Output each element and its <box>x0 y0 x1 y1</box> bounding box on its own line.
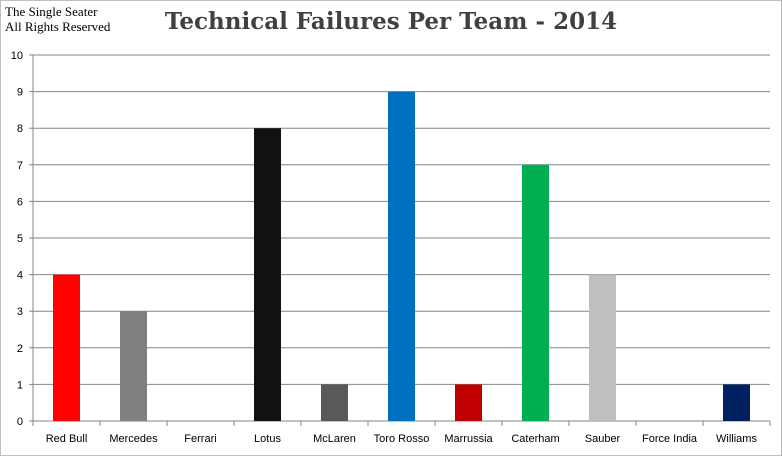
x-tick-label: Caterham <box>511 433 559 445</box>
y-tick-label: 1 <box>17 379 23 391</box>
y-tick-label: 10 <box>11 50 23 62</box>
watermark-line-1: The Single Seater <box>5 4 98 19</box>
y-tick-label: 5 <box>17 233 23 245</box>
x-tick-label: Force India <box>642 433 698 445</box>
x-tick-label: Mercedes <box>109 433 158 445</box>
x-tick-label: Red Bull <box>46 433 88 445</box>
watermark: The Single Seater All Rights Reserved <box>5 4 110 34</box>
x-tick-label: Lotus <box>254 433 281 445</box>
x-tick-label: Marrussia <box>444 433 493 445</box>
x-tick-label: Ferrari <box>184 433 216 445</box>
x-tick-label: Sauber <box>585 433 621 445</box>
bar-mercedes <box>120 311 147 421</box>
y-tick-label: 3 <box>17 306 23 318</box>
chart-title: Technical Failures Per Team - 2014 <box>164 8 618 35</box>
bar-toro-rosso <box>388 91 415 421</box>
watermark-line-2: All Rights Reserved <box>5 19 111 34</box>
bar-caterham <box>522 164 549 422</box>
y-tick-label: 9 <box>17 87 23 99</box>
bar-williams <box>723 384 750 421</box>
x-tick-label: McLaren <box>313 433 356 445</box>
x-tick-label: Williams <box>716 433 757 445</box>
y-tick-label: 6 <box>17 196 23 208</box>
bar-sauber <box>589 274 616 421</box>
bar-lotus <box>254 128 281 421</box>
bar-mclaren <box>321 384 348 421</box>
y-tick-label: 4 <box>17 270 23 282</box>
x-tick-label: Toro Rosso <box>374 433 430 445</box>
y-tick-label: 8 <box>17 123 23 135</box>
bar-red-bull <box>53 274 80 421</box>
y-tick-label: 0 <box>17 416 23 428</box>
y-tick-label: 2 <box>17 343 23 355</box>
bar-marrussia <box>455 384 482 421</box>
y-tick-label: 7 <box>17 160 23 172</box>
